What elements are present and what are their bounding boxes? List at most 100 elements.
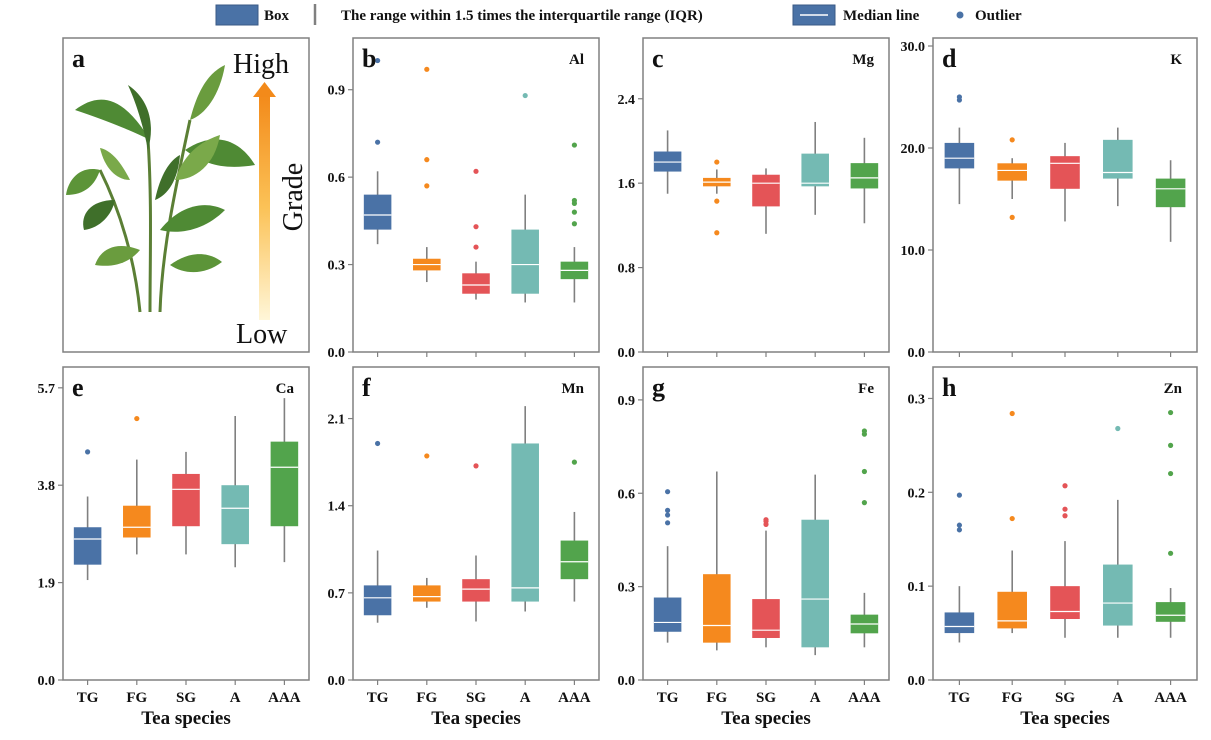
box-TG <box>944 492 975 643</box>
y-tick-label: 0.3 <box>908 392 926 407</box>
outlier-point <box>473 224 479 230</box>
outlier-point <box>1168 470 1174 477</box>
x-tick-label: TG <box>949 690 971 706</box>
y-tick-label: 5.7 <box>38 382 56 397</box>
box-TG <box>944 94 975 205</box>
panel-a: a High Low Grade <box>62 37 310 353</box>
outlier-point <box>424 66 430 72</box>
box-A <box>1103 127 1133 207</box>
y-tick-label: 0.0 <box>908 346 926 361</box>
panel-b-frame <box>352 37 600 353</box>
outlier-point <box>424 157 430 163</box>
y-tick-label: 0.1 <box>908 580 926 595</box>
x-axis-label: Tea species <box>141 708 231 729</box>
y-tick-label: 0.3 <box>618 581 636 596</box>
element-label: K <box>1170 52 1182 68</box>
iqr-box <box>997 163 1027 181</box>
panel-letter: c <box>652 44 664 73</box>
iqr-box <box>123 505 151 538</box>
legend-median-label: Median line <box>843 8 920 24</box>
panel-b: 0.0 0.3 0.6 0.9 b Al <box>328 37 600 361</box>
box-AAA <box>270 398 299 563</box>
y-tick-label: 1.9 <box>38 577 56 592</box>
panel-letter: g <box>652 373 665 402</box>
y-tick-label: 0.9 <box>618 394 636 409</box>
iqr-box <box>703 574 731 643</box>
iqr-box <box>511 229 539 294</box>
box-SG <box>462 463 490 622</box>
box-A <box>221 416 249 568</box>
iqr-box <box>363 194 392 230</box>
iqr-box <box>997 591 1027 629</box>
x-axis-label: Tea species <box>431 708 521 729</box>
panel-letter: d <box>942 44 957 73</box>
x-tick-label: AAA <box>268 690 301 706</box>
outlier-point <box>473 168 479 174</box>
y-tick-label: 20.0 <box>901 142 926 157</box>
outlier-point <box>375 57 381 64</box>
x-tick-label: TG <box>657 690 679 706</box>
outlier-point <box>134 415 140 422</box>
x-tick-label: SG <box>756 690 776 706</box>
grade-gradient-bar <box>259 95 270 320</box>
outlier-point <box>473 463 479 469</box>
outlier-point <box>714 198 720 204</box>
outlier-point <box>1168 442 1174 448</box>
panel-c: 0.0 0.8 1.6 2.4 c Mg <box>618 37 890 361</box>
legend-outlier-label: Outlier <box>975 8 1022 24</box>
y-tick-label: 10.0 <box>901 244 926 259</box>
box-FG <box>123 415 151 555</box>
box-A <box>511 406 539 612</box>
iqr-box <box>944 142 975 169</box>
outlier-point <box>375 440 381 447</box>
outlier-point <box>1009 214 1015 220</box>
y-tick-label: 0.8 <box>618 262 636 277</box>
outlier-point <box>1009 515 1015 522</box>
outlier-point <box>424 453 430 459</box>
iqr-box <box>944 612 975 634</box>
legend-range-label: The range within 1.5 times the interquar… <box>341 8 703 24</box>
x-tick-label: SG <box>1055 690 1075 706</box>
x-axis-label: Tea species <box>1020 708 1110 729</box>
outlier-point <box>956 522 963 528</box>
x-tick-label: FG <box>416 690 437 706</box>
box-SG <box>462 168 490 300</box>
box-SG <box>1050 142 1080 222</box>
outlier-point <box>424 183 430 189</box>
panel-letter: b <box>362 44 376 73</box>
y-tick-label: 0.6 <box>328 171 346 186</box>
outlier-point <box>571 197 578 204</box>
box-FG <box>703 471 731 651</box>
x-tick-label: FG <box>1002 690 1023 706</box>
x-tick-label: A <box>1112 690 1123 706</box>
box-TG <box>653 130 682 194</box>
outlier-point <box>1062 483 1068 489</box>
y-tick-label: 0.0 <box>328 674 346 689</box>
element-label: Ca <box>276 381 295 397</box>
iqr-box <box>270 441 299 527</box>
iqr-box <box>850 163 879 189</box>
y-tick-label: 0.0 <box>38 674 56 689</box>
y-tick-label: 1.6 <box>618 177 636 192</box>
box-A <box>1103 425 1133 638</box>
iqr-box <box>363 585 392 616</box>
legend-outlier-dot <box>956 11 964 19</box>
x-tick-label: AAA <box>558 690 591 706</box>
y-tick-label: 1.4 <box>328 500 346 515</box>
iqr-box <box>1050 586 1080 619</box>
x-tick-label: A <box>230 690 241 706</box>
panel-a-frame <box>62 37 310 353</box>
iqr-box <box>752 599 780 638</box>
panel-a-letter: a <box>72 44 85 73</box>
outlier-point <box>714 230 720 236</box>
x-axis-label: Tea species <box>721 708 811 729</box>
y-tick-label: 0.2 <box>908 486 926 501</box>
box-plot-panels: 0.0 0.3 0.6 0.9 b Al 0.0 0.8 1.6 2.4 c Mg 0.0 10.0 20.… <box>38 37 1198 729</box>
outlier-point <box>473 244 479 250</box>
outlier-point <box>571 142 578 148</box>
y-tick-label: 0.0 <box>908 674 926 689</box>
y-tick-label: 0.7 <box>328 587 346 602</box>
iqr-box <box>560 540 589 580</box>
